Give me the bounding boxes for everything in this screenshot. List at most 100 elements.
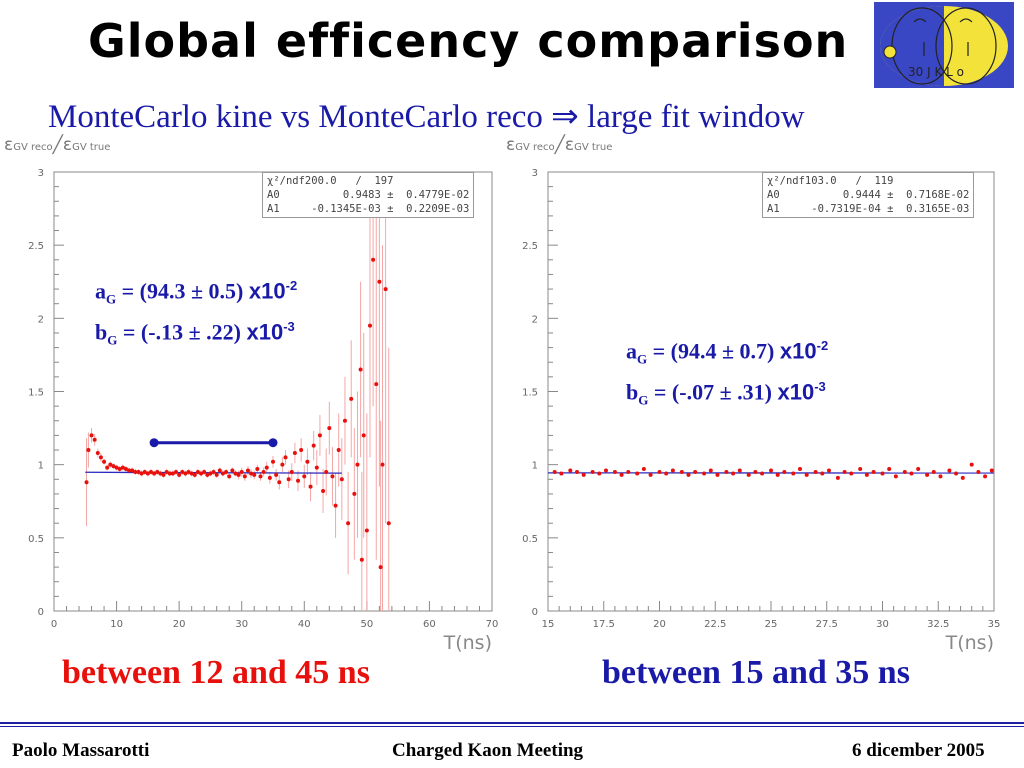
fit-chi2: χ²/ndf103.0 / 119 [767, 175, 894, 187]
data-point [938, 474, 943, 479]
data-point [242, 474, 247, 479]
data-point [371, 257, 376, 262]
data-point [708, 468, 713, 473]
data-point [552, 469, 557, 474]
data-point [989, 468, 994, 473]
data-point [236, 472, 241, 477]
footer-meeting: Charged Kaon Meeting [392, 740, 584, 761]
data-point [339, 477, 344, 482]
data-point [114, 465, 119, 470]
y-tick-label: 1.5 [28, 388, 44, 399]
data-point [217, 468, 222, 473]
data-point [324, 469, 329, 474]
data-point [983, 474, 988, 479]
kloe-logo: 30 J K L o [874, 2, 1014, 88]
fit-a1: A1 -0.1345E-03 ± 0.2209E-03 [267, 203, 470, 215]
data-point [271, 459, 275, 464]
data-point [383, 287, 388, 292]
data-point [377, 279, 382, 284]
y-tick-label: 2.5 [522, 241, 538, 252]
data-point [142, 469, 147, 474]
data-point [277, 480, 282, 485]
x-tick-label: 35 [988, 619, 1001, 630]
footer-divider-thin [0, 726, 1024, 727]
data-point [880, 471, 885, 476]
data-point [133, 469, 138, 474]
data-point [136, 469, 141, 474]
x-tick-label: 20 [653, 619, 666, 630]
data-point [916, 467, 921, 472]
data-point [657, 469, 662, 474]
y-tick-label: 2 [532, 314, 538, 325]
data-point [111, 464, 116, 469]
data-point [258, 474, 263, 479]
y-tick-label: 1 [38, 461, 44, 472]
data-point [358, 367, 363, 372]
data-point [753, 469, 758, 474]
data-point [367, 323, 372, 328]
data-point [715, 472, 720, 477]
data-point [264, 465, 269, 470]
data-point [597, 471, 602, 476]
data-point [98, 455, 103, 460]
x-tick-label: 40 [298, 619, 311, 630]
data-point [849, 471, 854, 476]
y-tick-label: 0.5 [28, 534, 44, 545]
data-point [925, 472, 930, 477]
data-point [299, 448, 304, 453]
data-point [289, 469, 294, 474]
y-tick-label: 3 [38, 168, 44, 179]
data-point [233, 471, 238, 476]
slide-subtitle: MonteCarlo kine vs MonteCarlo reco ⇒ lar… [48, 99, 805, 135]
data-point [349, 396, 354, 401]
data-point [211, 469, 216, 474]
param-b: bG = (-.07 ± .31) x10-3 [626, 378, 826, 408]
x-axis-label: T(ns) [945, 632, 994, 654]
x-tick-label: 50 [360, 619, 373, 630]
fit-chi2: χ²/ndf200.0 / 197 [267, 175, 394, 187]
data-point [330, 474, 335, 479]
data-point [731, 471, 736, 476]
data-point [205, 472, 210, 477]
data-point [791, 471, 796, 476]
data-point [664, 471, 669, 476]
right-fit-stats-box: χ²/ndf103.0 / 119 A0 0.9444 ± 0.7168E-02 A… [762, 172, 975, 218]
right-caption: between 15 and 35 ns [602, 654, 910, 691]
data-point [314, 465, 319, 470]
data-point [760, 471, 765, 476]
x-tick-label: 10 [110, 619, 123, 630]
data-point [195, 469, 200, 474]
data-point [255, 467, 260, 472]
left-fit-stats-box: χ²/ndf200.0 / 197 A0 0.9483 ± 0.4779E-02 A… [262, 172, 475, 218]
data-point [292, 450, 297, 455]
data-point [342, 418, 347, 423]
y-tick-label: 2 [38, 314, 44, 325]
data-point [679, 469, 684, 474]
data-point [86, 448, 91, 453]
data-point [737, 468, 742, 473]
data-point [603, 468, 608, 473]
data-point [95, 450, 100, 455]
x-tick-label: 22.5 [704, 619, 726, 630]
data-point [574, 469, 579, 474]
y-tick-label: 1 [532, 461, 538, 472]
data-point [355, 462, 360, 467]
data-point [148, 469, 153, 474]
data-point [249, 471, 254, 476]
data-point [842, 469, 847, 474]
data-point [746, 472, 751, 477]
data-point [693, 469, 698, 474]
data-point [130, 468, 135, 473]
y-tick-label: 1.5 [522, 388, 538, 399]
data-point [152, 471, 157, 476]
fit-range-start [149, 438, 159, 448]
data-point [192, 472, 197, 477]
data-point [813, 469, 818, 474]
data-point [199, 471, 204, 476]
data-point [224, 469, 229, 474]
y-tick-label: 3 [532, 168, 538, 179]
fit-a1: A1 -0.7319E-04 ± 0.3165E-03 [767, 203, 970, 215]
data-point [120, 465, 125, 470]
data-point [155, 469, 160, 474]
data-point [380, 462, 385, 467]
